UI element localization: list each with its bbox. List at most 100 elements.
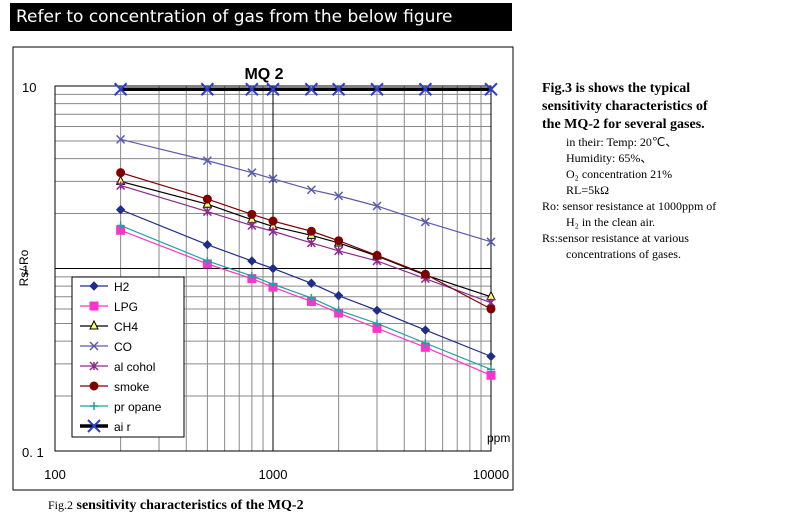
data-point xyxy=(200,82,215,96)
data-point xyxy=(373,319,382,328)
x-axis-label: ppm xyxy=(487,431,510,445)
y-tick-label: 10 xyxy=(22,80,36,95)
data-point xyxy=(247,209,257,219)
data-point xyxy=(307,293,316,302)
definition-rs-cont: concentrations of gases. xyxy=(566,247,681,261)
data-point xyxy=(116,221,125,230)
legend-label: pr opane xyxy=(114,400,162,414)
tick-labels: 100 1000 10000 0. 1 1 10 xyxy=(22,80,509,482)
data-point xyxy=(306,185,316,195)
data-point xyxy=(306,226,316,236)
data-point xyxy=(245,82,259,96)
mq2-sensitivity-chart: 100 1000 10000 0. 1 1 10 MQ 2 Rs/ Ro ppm H2 LP… xyxy=(12,46,514,491)
x-tick-label: 100 xyxy=(44,467,66,482)
legend-marker xyxy=(89,361,99,371)
legend-marker xyxy=(89,281,99,291)
caption-text: sensitivity characteristics of the MQ-2 xyxy=(73,498,304,513)
description-heading-3: the MQ-2 for several gases. xyxy=(542,117,705,132)
data-point xyxy=(486,237,496,247)
data-point xyxy=(268,263,278,274)
condition-rl: RL=5kΩ xyxy=(566,183,610,197)
x-tick-label: 10000 xyxy=(473,467,509,482)
data-point xyxy=(331,82,346,96)
data-point xyxy=(202,240,213,250)
definition-ro: Ro: sensor resistance at 1000ppm of xyxy=(542,199,717,213)
series-layer xyxy=(113,82,498,380)
data-point xyxy=(420,269,430,279)
series-0 xyxy=(115,204,496,362)
series-7 xyxy=(113,82,498,96)
data-point xyxy=(333,290,344,301)
data-point xyxy=(420,325,431,335)
figure-caption: Fig.2 sensitivity characteristics of the… xyxy=(48,498,304,514)
x-tick-label: 1000 xyxy=(259,467,288,482)
data-point xyxy=(202,194,212,204)
data-point xyxy=(334,191,344,201)
series-5 xyxy=(116,168,496,314)
data-point xyxy=(418,82,433,96)
legend-label: LPG xyxy=(114,300,138,314)
data-point xyxy=(484,82,498,96)
data-point xyxy=(372,201,382,211)
legend-marker xyxy=(89,319,99,330)
data-point xyxy=(266,82,280,96)
y-axis-label: Rs/ Ro xyxy=(17,249,31,286)
data-point xyxy=(116,134,126,144)
data-point xyxy=(370,82,384,96)
data-point xyxy=(304,82,319,96)
data-point xyxy=(268,226,278,236)
data-point xyxy=(486,304,496,314)
data-point xyxy=(268,216,278,226)
y-tick-label: 0. 1 xyxy=(22,445,44,460)
caption-fig-number: Fig.2 xyxy=(48,498,74,512)
data-point xyxy=(487,365,495,374)
data-point xyxy=(268,174,278,184)
description-heading-1: Fig.3 is shows the typical xyxy=(542,81,691,96)
definition-rs: Rs:sensor resistance at various xyxy=(542,231,689,245)
data-point xyxy=(115,204,126,215)
legend-label: CH4 xyxy=(114,320,138,334)
data-point xyxy=(247,256,257,266)
series-6 xyxy=(116,221,495,374)
data-point xyxy=(306,238,316,248)
data-point xyxy=(247,168,257,178)
data-point xyxy=(334,236,344,246)
legend-label: al cohol xyxy=(114,360,155,374)
data-point xyxy=(486,351,496,362)
data-point xyxy=(420,217,430,227)
y-tick-label: 1 xyxy=(22,263,29,278)
chart-title: MQ 2 xyxy=(244,66,283,83)
plot-area-frame xyxy=(54,85,492,452)
condition-oxygen: O₂ concentration 21% xyxy=(566,167,673,181)
data-point xyxy=(202,156,212,166)
data-point xyxy=(116,168,126,178)
data-point xyxy=(372,250,382,260)
legend-marker xyxy=(90,402,98,410)
data-point xyxy=(334,306,343,315)
data-point xyxy=(113,82,128,96)
data-point xyxy=(269,280,277,289)
legend-label: smoke xyxy=(114,380,150,394)
data-point xyxy=(116,180,126,191)
legend-label: H2 xyxy=(114,280,130,294)
data-point xyxy=(306,278,317,288)
legend-marker xyxy=(89,301,99,311)
legend-marker xyxy=(89,381,99,391)
legend-label: ai r xyxy=(114,420,131,434)
data-point xyxy=(247,220,257,231)
legend-marker xyxy=(87,419,101,433)
legend-marker xyxy=(89,341,99,351)
series-3 xyxy=(116,134,496,247)
condition-temp: in their: Temp: 20℃、 xyxy=(566,135,678,149)
data-point xyxy=(247,271,256,280)
description-heading-2: sensitivity characteristics of xyxy=(542,99,708,114)
data-point xyxy=(421,339,430,348)
data-point xyxy=(202,207,212,217)
description-panel: Fig.3 is shows the typical sensitivity c… xyxy=(542,80,802,262)
condition-humidity: Humidity: 65%、 xyxy=(566,151,653,165)
header-banner: Refer to concentration of gas from the b… xyxy=(10,3,512,31)
data-point xyxy=(334,246,344,256)
data-point xyxy=(372,305,382,316)
definition-ro-cont: H₂ in the clean air. xyxy=(566,215,656,229)
legend-label: CO xyxy=(114,340,132,354)
